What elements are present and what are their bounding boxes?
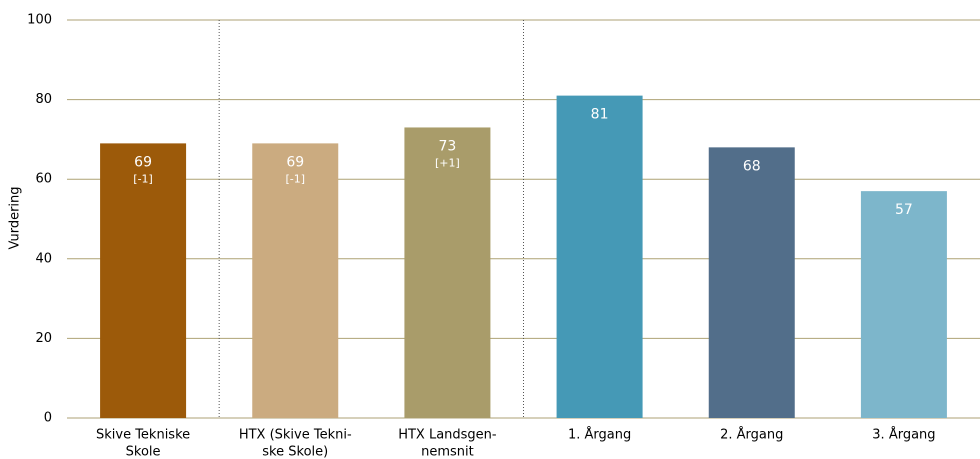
value-label: 73 [439,138,457,154]
x-tick-label: Skole [126,445,161,459]
bar [100,143,187,418]
x-tick-label: HTX Landsgen- [398,428,497,443]
y-tick-label: 20 [35,331,52,346]
bar [860,191,947,418]
bar-annotation: [-1] [133,172,153,185]
x-tick-label: 2. Årgang [720,427,783,443]
x-tick-label: HTX (Skive Tekni- [239,428,352,443]
y-tick-label: 80 [35,92,52,107]
bar [404,127,491,419]
bar [252,143,339,418]
y-tick-label: 40 [35,251,52,266]
bar-annotation: [+1] [435,156,460,169]
bar [556,95,643,419]
bar-annotation: [-1] [285,172,305,185]
value-label: 69 [134,154,152,170]
y-axis-label: Vurdering [8,186,23,249]
value-label: 68 [743,158,761,174]
value-label: 69 [286,154,304,170]
value-label: 81 [591,107,609,123]
y-tick-label: 0 [44,411,52,426]
value-label: 57 [895,202,913,218]
x-tick-label: nemsnit [421,445,474,459]
x-tick-label: 3. Årgang [872,427,935,443]
y-tick-label: 60 [35,172,52,187]
bar [708,147,795,419]
x-tick-label: Skive Tekniske [96,428,190,443]
y-tick-label: 100 [27,13,52,28]
x-tick-label: 1. Årgang [568,427,631,443]
x-tick-label: ske Skole) [262,445,328,459]
